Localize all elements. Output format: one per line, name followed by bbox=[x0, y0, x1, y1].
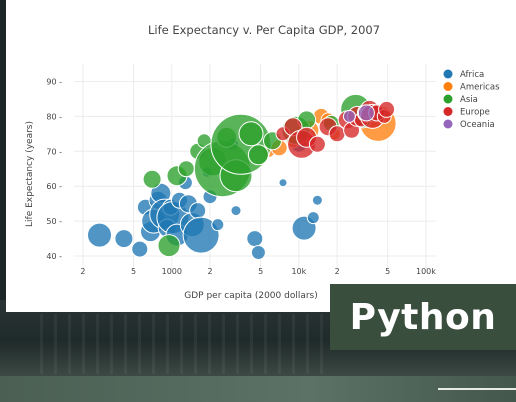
legend-swatch-asia[interactable] bbox=[443, 94, 453, 104]
x-tick-label: 2 bbox=[80, 267, 85, 276]
chart-card: Life Expectancy v. Per Capita GDP, 2007 … bbox=[6, 0, 516, 312]
y-tick-label: 90 - bbox=[46, 77, 62, 86]
y-tick-label: 80 - bbox=[46, 112, 62, 121]
data-point-europe bbox=[378, 100, 396, 118]
data-point-asia bbox=[247, 144, 269, 166]
data-point-africa bbox=[131, 240, 149, 258]
chart-title: Life Expectancy v. Per Capita GDP, 2007 bbox=[148, 23, 380, 37]
x-axis-ticks: 2 5 1000 2 5 10k 2 5 100k bbox=[80, 267, 436, 276]
legend-label-oceania[interactable]: Oceania bbox=[460, 120, 495, 130]
data-point-africa bbox=[311, 194, 323, 206]
legend-swatch-africa[interactable] bbox=[443, 69, 453, 79]
x-tick-label: 100k bbox=[416, 267, 436, 276]
x-tick-label: 5 bbox=[258, 267, 263, 276]
legend-label-africa[interactable]: Africa bbox=[460, 70, 484, 80]
x-tick-label: 2 bbox=[207, 267, 212, 276]
x-tick-label: 10k bbox=[291, 267, 306, 276]
data-point-asia bbox=[142, 169, 162, 189]
y-tick-label: 70 - bbox=[46, 147, 62, 156]
scatter-chart: Life Expectancy v. Per Capita GDP, 2007 … bbox=[25, 23, 501, 301]
data-point-africa bbox=[182, 216, 220, 254]
data-point-africa bbox=[189, 202, 207, 220]
data-point-africa bbox=[87, 222, 112, 248]
python-badge: Python bbox=[330, 284, 516, 350]
y-tick-label: 50 - bbox=[46, 217, 62, 226]
data-point-europe bbox=[308, 135, 326, 153]
x-axis-label: GDP per capita (2000 dollars) bbox=[184, 291, 318, 301]
data-point-africa bbox=[246, 230, 264, 248]
data-point-africa bbox=[211, 218, 225, 232]
legend-swatch-europe[interactable] bbox=[443, 107, 453, 116]
background-line bbox=[438, 388, 516, 390]
y-tick-label: 60 - bbox=[46, 182, 62, 191]
x-tick-label: 5 bbox=[385, 267, 390, 276]
legend-label-asia[interactable]: Asia bbox=[460, 95, 478, 105]
python-label: Python bbox=[349, 296, 497, 338]
data-point-africa bbox=[306, 211, 320, 225]
data-point-africa bbox=[250, 245, 266, 260]
background-strip bbox=[0, 376, 516, 402]
x-tick-label: 1000 bbox=[162, 267, 182, 276]
data-point-oceania bbox=[342, 109, 356, 123]
legend-swatch-americas[interactable] bbox=[443, 82, 453, 91]
data-point-asia bbox=[238, 121, 264, 147]
data-point-asia bbox=[210, 113, 272, 175]
legend-label-europe[interactable]: Europe bbox=[460, 108, 490, 118]
legend[interactable]: Africa Americas Asia Europe Oceania bbox=[443, 69, 501, 131]
y-axis-ticks: 40 - 50 - 60 - 70 - 80 - 90 - bbox=[46, 77, 62, 261]
legend-swatch-oceania[interactable] bbox=[443, 119, 453, 129]
data-points bbox=[87, 93, 397, 260]
data-point-oceania bbox=[357, 104, 375, 122]
data-point-africa bbox=[278, 178, 288, 188]
legend-label-americas[interactable]: Americas bbox=[460, 83, 500, 93]
x-tick-label: 2 bbox=[335, 267, 340, 276]
data-point-asia bbox=[177, 160, 195, 178]
data-point-asia bbox=[157, 234, 181, 258]
x-tick-label: 5 bbox=[131, 267, 136, 276]
data-point-africa bbox=[114, 229, 134, 249]
y-tick-label: 40 - bbox=[46, 252, 62, 261]
data-point-africa bbox=[230, 205, 242, 217]
y-axis-label: Life Expectancy (years) bbox=[25, 121, 35, 227]
